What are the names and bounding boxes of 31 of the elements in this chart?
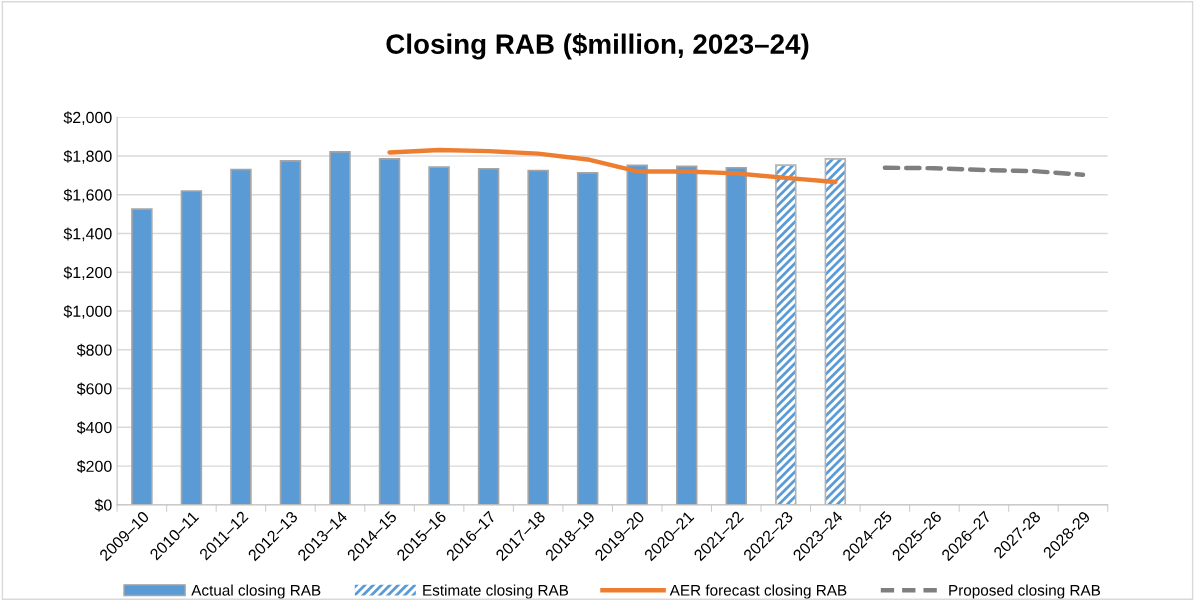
bar (527, 169, 549, 505)
bar (576, 171, 599, 505)
bar (675, 165, 698, 505)
bar (725, 166, 748, 505)
bar (626, 164, 648, 505)
chart-title: Closing RAB ($million, 2023–24) (386, 33, 809, 60)
line-series (387, 147, 838, 185)
bar (428, 166, 450, 505)
bar (279, 159, 302, 505)
legend-label: Proposed closing RAB (949, 584, 1101, 599)
y-tick-label: $400 (76, 421, 112, 435)
legend-label: AER forecast closing RAB (669, 584, 847, 599)
y-tick-label: $1,600 (63, 188, 112, 203)
bar (131, 208, 153, 505)
bar (329, 151, 351, 505)
bar (477, 167, 500, 505)
y-tick-label: $200 (76, 460, 112, 473)
bar (378, 158, 401, 505)
bar (180, 190, 203, 505)
line-series (882, 165, 1086, 177)
legend-label: Estimate closing RAB (423, 584, 569, 599)
y-tick-label: $600 (76, 382, 112, 396)
y-tick-label: $2,000 (63, 111, 112, 126)
y-tick-label: $1,000 (63, 304, 112, 319)
bar (230, 168, 252, 505)
legend-label: Actual closing RAB (191, 584, 321, 599)
y-tick-label: $1,200 (63, 266, 112, 281)
y-tick-label: $800 (76, 343, 112, 357)
y-tick-label: $0 (94, 498, 112, 512)
y-tick-label: $1,800 (63, 149, 112, 164)
y-tick-label: $1,400 (63, 227, 112, 242)
